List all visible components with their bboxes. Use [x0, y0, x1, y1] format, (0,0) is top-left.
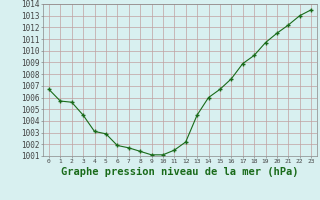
X-axis label: Graphe pression niveau de la mer (hPa): Graphe pression niveau de la mer (hPa): [61, 167, 299, 177]
